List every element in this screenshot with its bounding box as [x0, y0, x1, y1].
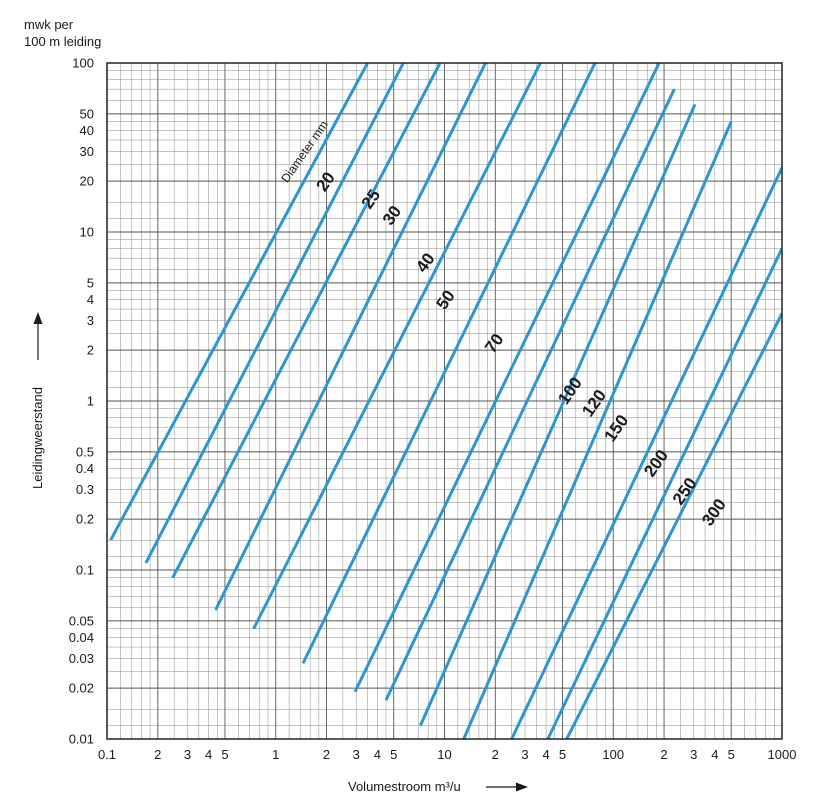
x-axis-arrow — [486, 782, 528, 792]
y-tick-label: 30 — [80, 144, 94, 159]
y-axis-label: Leidingweerstand — [30, 387, 45, 489]
y-tick-label: 0.2 — [76, 512, 94, 527]
series-line-unlabeled-12 — [565, 312, 782, 739]
x-tick-label: 1 — [272, 747, 279, 762]
y-tick-label: 0.04 — [69, 630, 94, 645]
x-tick-label: 3 — [690, 747, 697, 762]
x-tick-label: 2 — [323, 747, 330, 762]
y-tick-label: 100 — [72, 56, 94, 71]
series-line-100 — [353, 63, 661, 693]
y-tick-label: 2 — [87, 343, 94, 358]
series-line-200 — [462, 121, 733, 739]
y-tick-label: 0.03 — [69, 651, 94, 666]
series-line-300 — [546, 247, 782, 739]
x-tick-label: 3 — [521, 747, 528, 762]
series-line-40 — [214, 63, 487, 611]
series-line-30 — [171, 63, 442, 579]
x-tick-label: 2 — [492, 747, 499, 762]
y-tick-label: 0.1 — [76, 563, 94, 578]
y-axis-arrow — [33, 312, 43, 360]
x-tick-label: 4 — [542, 747, 549, 762]
y-tick-label: 0.01 — [69, 732, 94, 747]
x-tick-label: 3 — [184, 747, 191, 762]
y-tick-label: 0.5 — [76, 444, 94, 459]
x-arrow-head — [516, 782, 528, 792]
y-axis-unit-title-line-2: 100 m leiding — [24, 34, 102, 49]
x-tick-label: 4 — [205, 747, 212, 762]
x-tick-label: 1000 — [768, 747, 797, 762]
y-tick-label: 40 — [80, 123, 94, 138]
x-tick-label: 5 — [221, 747, 228, 762]
y-tick-label: 3 — [87, 313, 94, 328]
y-arrow-head — [33, 312, 43, 324]
diameter-label-70: 70 — [481, 330, 507, 356]
diameter-label-30: 30 — [379, 202, 405, 228]
y-tick-label: 0.4 — [76, 461, 94, 476]
series-line-20 — [109, 63, 369, 541]
plot-frame — [106, 62, 783, 740]
x-tick-label: 4 — [374, 747, 381, 762]
series-line-70 — [301, 63, 597, 665]
x-axis-label: Volumestroom m³/u — [348, 779, 461, 794]
diameter-label-20: 20 — [312, 169, 338, 195]
series-line-250 — [510, 167, 782, 739]
y-tick-label: 4 — [87, 292, 94, 307]
x-tick-label: 5 — [559, 747, 566, 762]
x-tick-label: 4 — [711, 747, 718, 762]
x-tick-label: 5 — [728, 747, 735, 762]
y-axis-unit-title-line-1: mwk per — [24, 17, 74, 32]
series-line-150 — [419, 103, 697, 727]
series-lines — [109, 63, 782, 739]
x-tick-label: 2 — [154, 747, 161, 762]
y-tick-label: 20 — [80, 174, 94, 189]
x-tick-label: 2 — [660, 747, 667, 762]
series-line-25 — [144, 63, 405, 564]
x-tick-label: 5 — [390, 747, 397, 762]
x-tick-label: 10 — [437, 747, 451, 762]
tick-labels: 0.1 2 3 4 5 1 2 3 4 5 10 2 3 4 5 100 2 3 4 5 100010050403020… — [69, 56, 797, 763]
diameter-label-150: 150 — [600, 411, 632, 445]
diameter-label-25: 25 — [358, 186, 384, 212]
y-tick-label: 1 — [87, 394, 94, 409]
series-line-50 — [252, 63, 542, 630]
y-tick-label: 0.3 — [76, 482, 94, 497]
y-tick-label: 0.05 — [69, 613, 94, 628]
diameter-label-250: 250 — [669, 474, 701, 508]
x-tick-label: 3 — [353, 747, 360, 762]
grid — [106, 63, 782, 740]
y-tick-label: 10 — [80, 225, 94, 240]
diameter-label-200: 200 — [640, 446, 672, 480]
plot-border — [106, 62, 783, 740]
diameter-label-300: 300 — [698, 495, 730, 529]
y-tick-label: 5 — [87, 275, 94, 290]
diameter-label-100: 100 — [554, 374, 586, 408]
y-axis-unit-title: mwk per 100 m leiding — [24, 16, 101, 50]
y-tick-label: 0.02 — [69, 681, 94, 696]
series-line-120 — [384, 88, 676, 701]
x-tick-label: 0.1 — [98, 747, 116, 762]
y-tick-label: 50 — [80, 106, 94, 121]
x-tick-label: 100 — [602, 747, 624, 762]
